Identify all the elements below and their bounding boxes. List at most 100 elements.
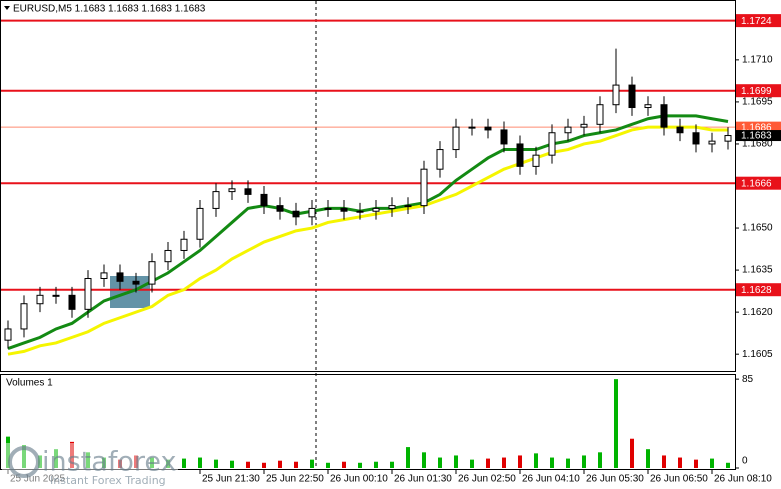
candle-body [148, 261, 156, 285]
volume-bar [662, 455, 666, 468]
candle-body [420, 168, 428, 207]
volume-bar [710, 458, 714, 468]
volume-bar [54, 449, 58, 468]
candle-body [564, 126, 572, 134]
candle-body [324, 207, 332, 210]
volume-bar [726, 462, 730, 468]
watermark-logo [8, 446, 40, 478]
candle-body [260, 193, 268, 207]
title-marker [4, 6, 10, 10]
candle-body [84, 278, 92, 310]
candle-body [452, 126, 460, 151]
price-label-bg [736, 121, 781, 133]
volume-bar [678, 457, 682, 468]
volume-bar [230, 460, 234, 468]
volume-bar [278, 460, 282, 468]
volume-bar [342, 461, 346, 468]
volume-bar [262, 462, 266, 468]
plot: 1.17101.16951.16801.16651.16501.16351.16… [1, 14, 781, 485]
candle-body [676, 126, 684, 134]
volume-bar [182, 458, 186, 468]
x-tick-label: 26 Jun 02:50 [458, 474, 516, 485]
candle-body [724, 135, 732, 142]
candle-body [644, 104, 652, 109]
price-label: 1.1686 [741, 122, 772, 133]
candle-body [468, 126, 476, 129]
candle-body [292, 210, 300, 218]
candle-body [660, 104, 668, 128]
candle-body [20, 303, 28, 330]
volume-bar [518, 455, 522, 468]
chart-title: EURUSD,M5 1.1683 1.1683 1.1683 1.1683 [13, 4, 206, 15]
volume-bar [326, 462, 330, 468]
volume-bar [150, 457, 154, 468]
candle-body [244, 188, 252, 195]
volume-bar [422, 452, 426, 468]
candle-body [356, 210, 364, 213]
moving-average [7, 125, 728, 356]
candle-body [164, 249, 172, 263]
candle-body [132, 280, 140, 285]
y-tick-label: 1.1680 [742, 139, 773, 150]
candle-body [596, 104, 604, 125]
y-tick-label: 1.1635 [742, 265, 773, 276]
volume-bar [134, 455, 138, 468]
candle-body [692, 132, 700, 145]
candle-body [180, 238, 188, 251]
volume-bar [294, 461, 298, 468]
volume-bar [390, 461, 394, 468]
volume-title: Volumes 1 [6, 378, 53, 389]
volume-bar [614, 379, 618, 468]
y-tick-label: 0 [742, 456, 748, 467]
candle-body [580, 123, 588, 128]
candle-body [372, 207, 380, 212]
volume-bar [470, 459, 474, 468]
volume-bar [630, 438, 634, 468]
candle-body [116, 272, 124, 282]
level-label: 1.1628 [741, 285, 772, 296]
candle-body [196, 207, 204, 240]
candle-body [340, 207, 348, 212]
candle-body [628, 84, 636, 109]
level-label: 1.1699 [741, 86, 772, 97]
volume-bar [694, 459, 698, 468]
candle-body [612, 84, 620, 106]
volume-bar [582, 455, 586, 468]
x-tick-label: 26 Jun 06:50 [650, 474, 708, 485]
price-label: 1.1683 [741, 131, 772, 142]
y-tick-label: 1.1605 [742, 349, 773, 360]
price-pane [0, 0, 736, 372]
candle-body [436, 149, 444, 170]
candle-body [100, 272, 108, 280]
x-tick-label: 25 Jun 21:30 [202, 474, 260, 485]
candle-body [276, 205, 284, 212]
volume-bar [310, 459, 314, 468]
volume-bar [502, 457, 506, 468]
y-tick-label: 1.1710 [742, 55, 773, 66]
candle-body [516, 143, 524, 167]
candle-body [500, 129, 508, 145]
volume-bar [454, 455, 458, 468]
candle-body [4, 328, 12, 341]
volume-pane [0, 374, 736, 470]
price-label-bg [736, 130, 781, 142]
level-label-bg [736, 283, 781, 297]
x-tick-label: 26 Jun 05:30 [586, 474, 644, 485]
y-tick-label: 1.1620 [742, 307, 773, 318]
volume-bar [486, 458, 490, 468]
volume-bar [598, 452, 602, 468]
x-tick-label: 26 Jun 01:30 [394, 474, 452, 485]
candle-body [308, 207, 316, 218]
y-tick-label: 85 [742, 374, 754, 385]
candle-body [484, 126, 492, 131]
y-tick-label: 1.1650 [742, 223, 773, 234]
volume-bar [70, 441, 74, 468]
volume-bar [118, 459, 122, 468]
candle-body [404, 205, 412, 208]
volume-bar [86, 452, 90, 468]
x-tick-label: 26 Jun 00:10 [330, 474, 388, 485]
watermark-brand: instaforex [42, 447, 176, 478]
volume-bar [6, 436, 10, 468]
volume-bar [566, 458, 570, 468]
